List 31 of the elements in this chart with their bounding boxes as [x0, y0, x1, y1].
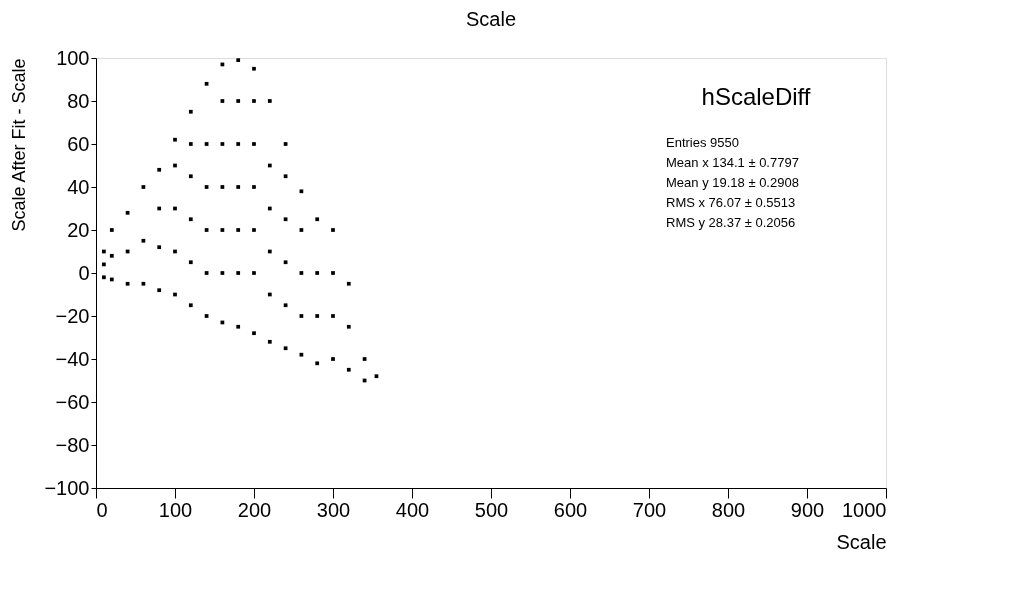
y-tick-label: −60 [55, 390, 90, 413]
x-tick-label: 0 [96, 498, 108, 521]
x-axis-title: Scale [836, 530, 887, 553]
annotation: RMS y 28.37 ± 0.2056 [666, 215, 796, 230]
x-tick-label: 600 [553, 498, 588, 521]
y-tick-label: 0 [78, 261, 90, 284]
x-tick-label: 1000 [842, 498, 887, 521]
y-tick-label: 80 [67, 89, 90, 112]
x-tick-label: 500 [474, 498, 509, 521]
y-tick-label: −40 [55, 347, 90, 370]
y-tick-label: 20 [67, 218, 90, 241]
y-axis-title: Scale After Fit - Scale [9, 58, 30, 232]
x-tick-label: 200 [237, 498, 272, 521]
annotation: Entries 9550 [666, 135, 739, 150]
y-tick-label: 40 [67, 175, 90, 198]
annotation: Mean x 134.1 ± 0.7797 [666, 155, 799, 170]
annotation: RMS x 76.07 ± 0.5513 [666, 195, 796, 210]
annotation: Mean y 19.18 ± 0.2908 [666, 175, 799, 190]
y-tick-label: −80 [55, 433, 90, 456]
x-tick-label: 700 [632, 498, 667, 521]
chart-title: Scale [465, 8, 517, 30]
y-tick-label: 60 [67, 132, 90, 155]
y-tick-label: 100 [56, 46, 90, 69]
y-tick-label: −20 [55, 304, 90, 327]
annotation: hScaleDiff [701, 83, 811, 110]
x-tick-label: 100 [158, 498, 193, 521]
x-tick-label: 400 [395, 498, 430, 521]
x-tick-label: 800 [711, 498, 746, 521]
x-tick-label: 900 [790, 498, 825, 521]
y-tick-label: −100 [44, 476, 90, 499]
x-tick-label: 300 [316, 498, 351, 521]
